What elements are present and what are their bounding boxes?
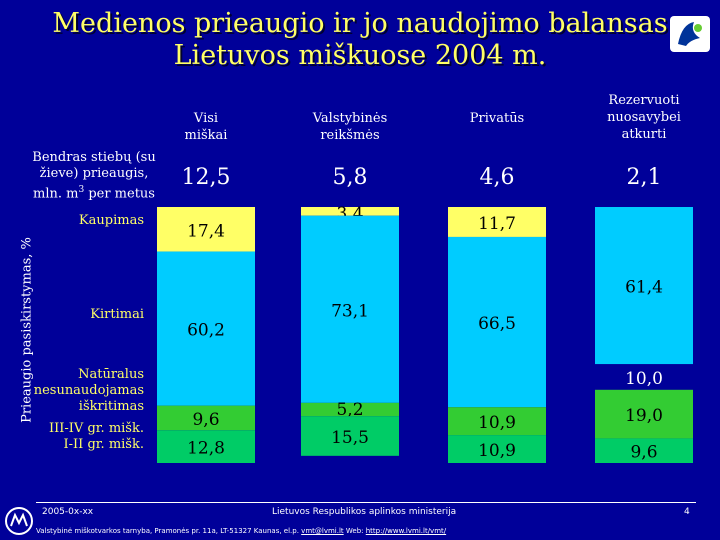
legend-kaupimas: Kaupimas [78, 213, 144, 228]
data-label-naturalus-3: 10,0 [625, 369, 663, 389]
page-title-line1: Medienos prieaugio ir jo naudojimo balan… [52, 8, 668, 39]
production-value-valstybines: 5,8 [332, 165, 368, 190]
agency-logo-icon [5, 507, 33, 535]
data-label-grade-3-4-3: 19,0 [625, 406, 663, 426]
footer-email-link[interactable]: vmt@lvmi.lt [301, 527, 344, 535]
footer-date: 2005-0x-xx [42, 507, 94, 517]
data-label-grade-3-4-1: 5,2 [336, 400, 363, 420]
data-label-kaupimas-0: 17,4 [187, 221, 225, 241]
data-label-grade-1-2-3: 9,6 [630, 443, 657, 463]
data-label-grade-1-2-0: 12,8 [187, 439, 225, 459]
page-title-line2: Lietuvos miškuose 2004 m. [173, 40, 547, 71]
footer-address: Valstybinė miškotvarkos tarnyba, Pramonė… [36, 527, 447, 535]
bar-kirtimai-3 [595, 207, 693, 365]
bar-kaupimas-1 [301, 207, 399, 216]
data-label-kirtimai-1: 73,1 [331, 301, 369, 321]
column-header-rezervuoti: Rezervuoti nuosavybei atkurti [607, 93, 681, 142]
bar-kirtimai-2 [448, 236, 546, 408]
footer-page-number: 4 [684, 507, 690, 517]
footer-ministry: Lietuvos Respublikos aplinkos ministerij… [272, 507, 457, 517]
bar-grade-3-4-0 [157, 405, 255, 431]
page-title: Medienos prieaugio ir jo naudojimo balan… [0, 8, 720, 72]
legend-naturalus: Natūralus nesunaudojamas iškritimas [33, 367, 144, 414]
bar-grade-3-4-3 [595, 389, 693, 439]
row-header-production: Bendras stiebų (su žieve) prieaugis, mln… [32, 150, 156, 202]
footer-web-link[interactable]: http://www.lvmi.lt/vmt/ [365, 527, 447, 535]
data-label-kirtimai-0: 60,2 [187, 321, 225, 341]
bar-grade-1-2-1 [301, 416, 399, 456]
production-value-visi: 12,5 [181, 165, 231, 190]
legend-kirtimai: Kirtimai [90, 307, 144, 322]
data-label-kirtimai-3: 61,4 [625, 278, 663, 298]
column-header-visi: Visi miškai [184, 111, 228, 143]
data-label-grade-1-2-2: 10,9 [478, 441, 516, 461]
column-header-privatus: Privatūs [469, 111, 525, 126]
bar-naturalus-3 [595, 364, 693, 390]
data-label-kirtimai-2: 66,5 [478, 314, 516, 334]
bar-kirtimai-0 [157, 251, 255, 406]
data-label-grade-3-4-0: 9,6 [192, 410, 219, 430]
legend-grade-3-4: III-IV gr. mišk. [49, 421, 144, 436]
bar-grade-1-2-3 [595, 438, 693, 463]
legend-grade-1-2: I-II gr. mišk. [63, 437, 144, 452]
bar-kaupimas-0 [157, 207, 255, 252]
bar-grade-3-4-1 [301, 402, 399, 417]
ministry-logo-icon [670, 16, 710, 52]
data-label-grade-3-4-2: 10,9 [478, 413, 516, 433]
data-label-kaupimas-2: 11,7 [478, 214, 516, 234]
bar-grade-1-2-2 [448, 435, 546, 463]
bar-grade-1-2-0 [157, 430, 255, 463]
bar-kaupimas-2 [448, 207, 546, 237]
data-label-grade-1-2-1: 15,5 [331, 428, 369, 448]
production-value-rezervuoti: 2,1 [626, 165, 662, 190]
production-value-privatus: 4,6 [479, 165, 515, 190]
bar-grade-3-4-2 [448, 407, 546, 436]
bar-kirtimai-1 [301, 215, 399, 403]
column-header-valstybines: Valstybinės reikšmės [312, 111, 388, 143]
footer-divider [36, 502, 696, 503]
